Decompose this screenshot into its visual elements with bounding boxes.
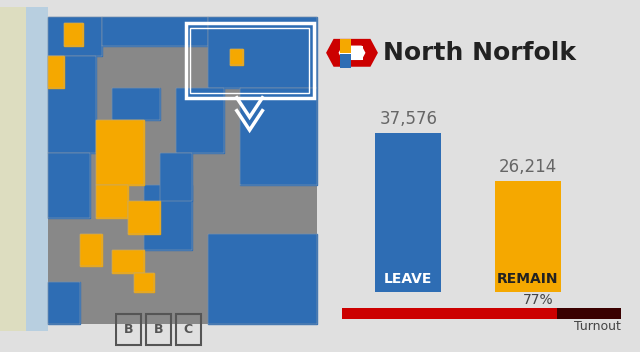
- Bar: [340, 54, 351, 68]
- Polygon shape: [128, 201, 160, 234]
- Text: C: C: [184, 323, 193, 335]
- Polygon shape: [176, 88, 224, 153]
- Bar: [340, 39, 351, 53]
- Polygon shape: [48, 56, 96, 153]
- Polygon shape: [96, 120, 144, 185]
- Text: B: B: [124, 323, 133, 335]
- Polygon shape: [326, 39, 378, 67]
- Polygon shape: [64, 23, 83, 46]
- Polygon shape: [112, 88, 160, 120]
- Polygon shape: [80, 234, 102, 266]
- Polygon shape: [208, 17, 317, 88]
- Polygon shape: [48, 282, 80, 325]
- Bar: [375, 133, 441, 292]
- Polygon shape: [208, 234, 317, 325]
- Text: 77%: 77%: [524, 293, 554, 307]
- Text: Turnout: Turnout: [574, 320, 621, 333]
- Text: 26,214: 26,214: [499, 158, 557, 176]
- Bar: [495, 181, 561, 292]
- Text: LEAVE: LEAVE: [384, 272, 433, 286]
- Polygon shape: [339, 45, 365, 60]
- Polygon shape: [48, 56, 64, 88]
- Text: North Norfolk: North Norfolk: [383, 41, 576, 65]
- Bar: [342, 308, 621, 319]
- Polygon shape: [230, 49, 243, 65]
- Text: B: B: [154, 323, 163, 335]
- Polygon shape: [160, 153, 192, 201]
- Polygon shape: [112, 250, 144, 272]
- Bar: [48, 17, 317, 325]
- Polygon shape: [48, 153, 90, 218]
- Polygon shape: [240, 88, 317, 185]
- Polygon shape: [48, 17, 102, 56]
- Bar: [0, 7, 26, 331]
- Bar: [342, 308, 557, 319]
- Text: REMAIN: REMAIN: [497, 272, 559, 286]
- Text: 37,576: 37,576: [380, 110, 437, 128]
- Polygon shape: [96, 185, 128, 218]
- Bar: [352, 46, 363, 61]
- Bar: [0, 7, 48, 331]
- Polygon shape: [102, 17, 208, 46]
- Polygon shape: [134, 272, 154, 292]
- Polygon shape: [144, 185, 192, 250]
